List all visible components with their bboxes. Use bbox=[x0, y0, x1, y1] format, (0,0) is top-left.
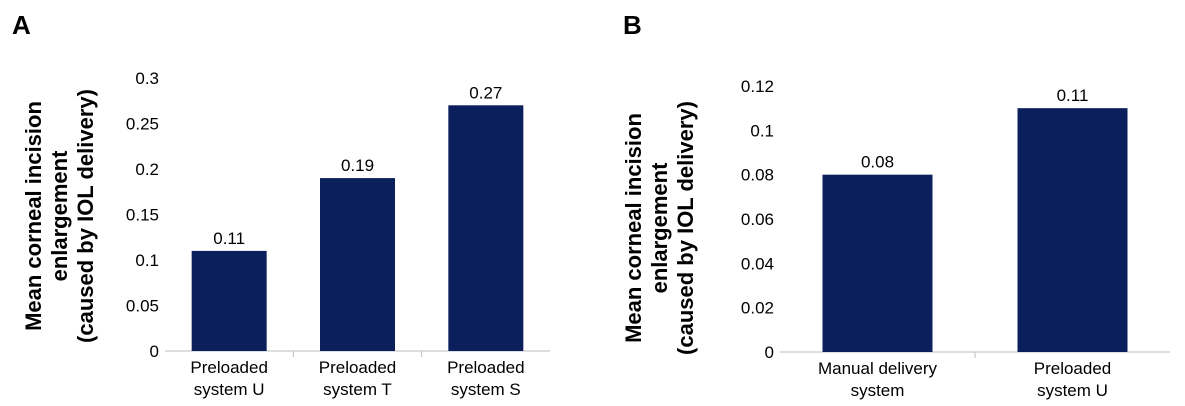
y-tick-label: 0.1 bbox=[135, 251, 159, 270]
bar-chart-a: 0 0.05 0.1 0.15 0.2 0.25 0.3 0.11 Preloaded syste… bbox=[126, 69, 550, 399]
y-tick-label: 0.04 bbox=[741, 254, 774, 273]
y-tick-label: 0.02 bbox=[741, 299, 774, 318]
y-tick-label: 0.05 bbox=[126, 297, 159, 316]
y-tick-label: 0.25 bbox=[126, 115, 159, 134]
y-tick-label: 0.1 bbox=[750, 121, 774, 140]
y-tick-label: 0.2 bbox=[135, 160, 159, 179]
data-label: 0.11 bbox=[1057, 86, 1089, 105]
bar bbox=[1017, 108, 1128, 353]
y-tick-label: 0.3 bbox=[135, 69, 159, 88]
data-label: 0.11 bbox=[213, 229, 245, 248]
x-tick-label: system S bbox=[451, 380, 521, 399]
x-tick-label: Manual delivery bbox=[818, 359, 938, 378]
data-label: 0.27 bbox=[469, 83, 502, 102]
chart-panel-a: A Mean corneal incision enlargement (cau… bbox=[0, 0, 590, 406]
y-tick-label: 0 bbox=[765, 343, 774, 362]
x-tick-label: system T bbox=[323, 380, 392, 399]
y-tick-label: 0.15 bbox=[126, 206, 159, 225]
y-tick-label: 0.06 bbox=[741, 210, 774, 229]
chart-panel-b: B Mean corneal incision enlargement (cau… bbox=[595, 0, 1185, 406]
panel-label-b: B bbox=[623, 10, 642, 40]
bar-chart-b: 0 0.02 0.04 0.06 0.08 0.1 0.12 0.08 Manual deliv… bbox=[741, 77, 1170, 400]
bar bbox=[191, 250, 267, 351]
x-tick-label: Preloaded bbox=[1034, 359, 1112, 378]
data-label: 0.19 bbox=[341, 156, 374, 175]
bar bbox=[320, 178, 395, 351]
x-tick-label: system U bbox=[1037, 381, 1108, 400]
data-label: 0.08 bbox=[861, 153, 894, 172]
x-tick-label: Preloaded bbox=[319, 358, 397, 377]
x-tick-label: Preloaded bbox=[447, 358, 525, 377]
y-tick-label: 0 bbox=[150, 342, 159, 361]
x-tick-label: system bbox=[851, 381, 905, 400]
bar bbox=[448, 105, 524, 351]
y-tick-label: 0.08 bbox=[741, 166, 774, 185]
x-tick-label: Preloaded bbox=[190, 358, 268, 377]
panel-label-a: A bbox=[12, 10, 31, 40]
bar bbox=[822, 174, 933, 352]
y-tick-label: 0.12 bbox=[741, 77, 774, 96]
x-tick-label: system U bbox=[194, 380, 265, 399]
